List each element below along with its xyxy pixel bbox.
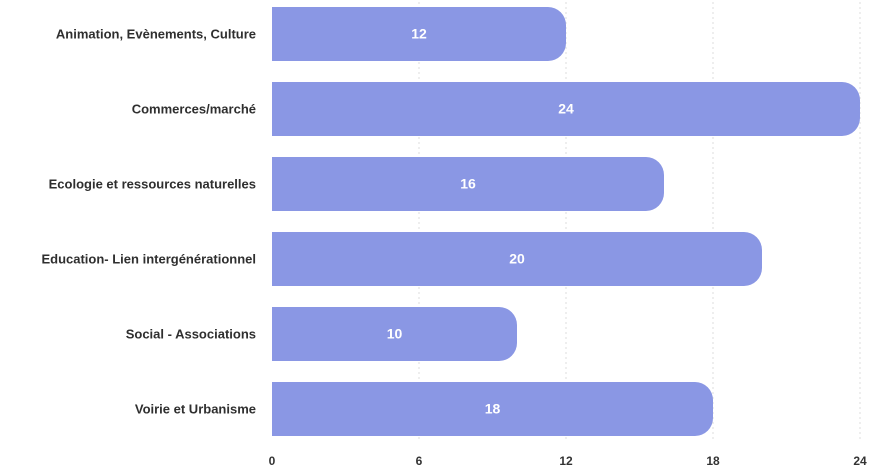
- category-label: Education- Lien intergénérationnel: [41, 251, 256, 266]
- x-axis-ticks: 0 6 12 18 24: [269, 454, 867, 468]
- category-label: Ecologie et ressources naturelles: [49, 176, 256, 191]
- bar-value-label: 10: [387, 326, 403, 342]
- x-tick-label: 24: [853, 454, 867, 468]
- category-label: Social - Associations: [126, 326, 256, 341]
- x-tick-label: 6: [416, 454, 423, 468]
- x-tick-label: 18: [706, 454, 720, 468]
- category-label: Commerces/marché: [132, 101, 256, 116]
- bar-value-label: 18: [485, 401, 501, 417]
- grid-layer: [418, 2, 861, 440]
- category-label: Voirie et Urbanisme: [135, 401, 256, 416]
- x-tick-label: 0: [269, 454, 276, 468]
- bar: [272, 232, 762, 286]
- bar-value-label: 12: [411, 26, 427, 42]
- bar-value-label: 20: [509, 251, 525, 267]
- category-label: Animation, Evènements, Culture: [56, 26, 256, 41]
- bar: [272, 82, 860, 136]
- bar-value-label: 16: [460, 176, 476, 192]
- bar: [272, 7, 566, 61]
- x-tick-label: 12: [559, 454, 573, 468]
- bar-value-label: 24: [558, 101, 574, 117]
- bar: [272, 307, 517, 361]
- category-labels: Animation, Evènements, Culture Commerces/…: [41, 26, 256, 416]
- bar: [272, 157, 664, 211]
- bar-layer: 12 24 16 20 10 18: [272, 7, 860, 436]
- bar: [272, 382, 713, 436]
